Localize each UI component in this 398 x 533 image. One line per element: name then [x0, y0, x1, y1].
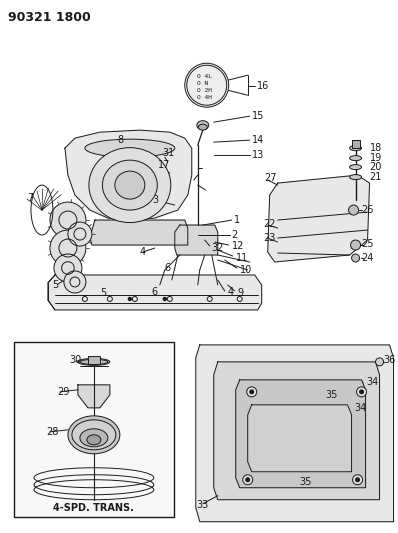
Text: 3: 3 [152, 195, 158, 205]
Polygon shape [268, 175, 370, 262]
Circle shape [359, 390, 363, 394]
Circle shape [247, 387, 257, 397]
Ellipse shape [197, 120, 209, 130]
Text: 8: 8 [118, 135, 124, 145]
Polygon shape [78, 385, 110, 408]
Text: 6: 6 [152, 287, 158, 297]
Ellipse shape [80, 429, 108, 447]
Text: 18: 18 [370, 143, 382, 153]
Ellipse shape [349, 165, 361, 169]
Polygon shape [214, 362, 380, 500]
Text: 28: 28 [46, 427, 59, 437]
Polygon shape [48, 275, 262, 310]
Text: 5: 5 [100, 288, 106, 298]
Circle shape [68, 222, 92, 246]
Text: 35: 35 [300, 477, 312, 487]
Circle shape [54, 254, 82, 282]
Circle shape [185, 63, 229, 107]
Text: 9: 9 [238, 288, 244, 298]
Text: 16: 16 [257, 81, 269, 91]
Text: 32: 32 [212, 243, 224, 253]
Circle shape [351, 254, 359, 262]
Ellipse shape [349, 156, 361, 160]
Text: 36: 36 [384, 355, 396, 365]
Circle shape [376, 358, 384, 366]
Text: 2: 2 [232, 230, 238, 240]
Text: 25: 25 [361, 239, 374, 249]
Text: 13: 13 [252, 150, 264, 160]
Polygon shape [175, 225, 218, 255]
Text: 90321 1800: 90321 1800 [8, 11, 91, 24]
Text: O 2H: O 2H [197, 88, 212, 93]
Text: 4-SPD. TRANS.: 4-SPD. TRANS. [53, 503, 135, 513]
Polygon shape [236, 380, 366, 488]
Polygon shape [248, 405, 351, 472]
Polygon shape [90, 220, 188, 245]
Text: 10: 10 [240, 265, 252, 275]
Circle shape [353, 475, 363, 484]
Text: 4: 4 [140, 247, 146, 257]
Ellipse shape [68, 416, 120, 454]
Text: 29: 29 [57, 387, 69, 397]
Ellipse shape [80, 359, 108, 365]
Text: 7: 7 [27, 193, 33, 203]
Circle shape [128, 297, 131, 301]
Text: 27: 27 [265, 173, 277, 183]
Circle shape [243, 475, 253, 484]
Text: 14: 14 [252, 135, 264, 145]
Ellipse shape [349, 146, 361, 151]
Text: 1: 1 [234, 215, 240, 225]
Text: 23: 23 [264, 233, 276, 243]
Text: 35: 35 [326, 390, 338, 400]
Ellipse shape [85, 139, 175, 157]
Text: 34: 34 [355, 403, 367, 413]
Text: 20: 20 [370, 162, 382, 172]
Text: 33: 33 [197, 500, 209, 510]
Ellipse shape [115, 171, 145, 199]
Ellipse shape [87, 435, 101, 445]
Ellipse shape [102, 160, 157, 210]
Ellipse shape [78, 358, 110, 366]
Circle shape [50, 202, 86, 238]
Text: 26: 26 [361, 205, 374, 215]
Bar [88, 356, 100, 364]
Ellipse shape [198, 124, 207, 130]
Circle shape [349, 205, 359, 215]
Text: 30: 30 [70, 355, 82, 365]
Text: 15: 15 [252, 111, 264, 121]
Circle shape [187, 65, 227, 105]
Polygon shape [196, 345, 394, 522]
Bar [351, 140, 359, 148]
Circle shape [50, 230, 86, 266]
Circle shape [351, 240, 361, 250]
Text: 5: 5 [52, 280, 58, 290]
Ellipse shape [349, 175, 361, 180]
Circle shape [246, 478, 250, 482]
Text: 21: 21 [370, 172, 382, 182]
Bar [14, 342, 174, 516]
Polygon shape [65, 130, 192, 220]
Text: 6: 6 [165, 263, 171, 273]
Text: O N: O N [197, 80, 208, 86]
Text: 11: 11 [236, 253, 248, 263]
Text: O 4L: O 4L [197, 74, 212, 79]
Ellipse shape [89, 148, 171, 223]
Text: 19: 19 [370, 153, 382, 163]
Circle shape [64, 271, 86, 293]
Text: O 4H: O 4H [197, 95, 212, 100]
Text: 24: 24 [361, 253, 374, 263]
Text: 31: 31 [163, 148, 175, 158]
Text: 17: 17 [158, 160, 170, 170]
Text: 12: 12 [232, 241, 244, 251]
Circle shape [355, 478, 359, 482]
Text: 34: 34 [367, 377, 379, 387]
Circle shape [163, 297, 166, 301]
Circle shape [250, 390, 254, 394]
Text: 22: 22 [264, 219, 276, 229]
Circle shape [357, 387, 367, 397]
Text: 4: 4 [228, 287, 234, 297]
Ellipse shape [72, 420, 116, 450]
